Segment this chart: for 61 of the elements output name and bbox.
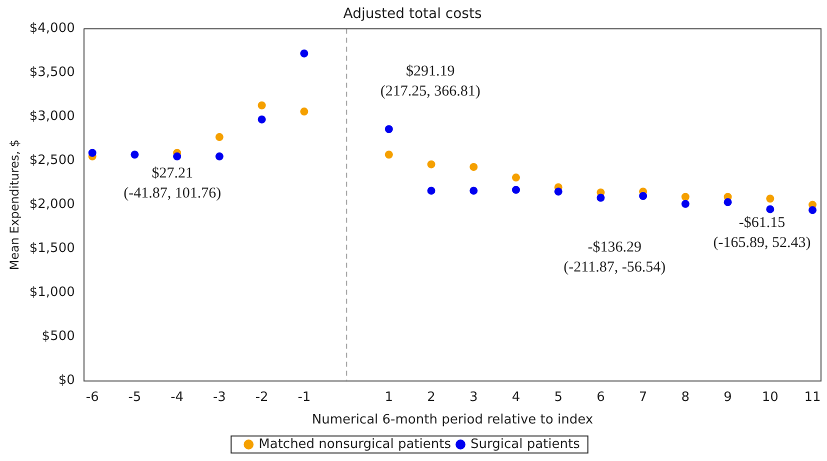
y-tick-label: $0	[58, 373, 75, 388]
legend-label: Matched nonsurgical patients	[258, 436, 452, 452]
x-axis-title: Numerical 6-month period relative to index	[312, 412, 594, 428]
point	[258, 115, 266, 124]
point	[808, 206, 817, 214]
x-tick-label: 10	[762, 390, 778, 405]
point	[88, 148, 96, 157]
x-tick-label: 2	[427, 390, 436, 405]
x-tick-label: 6	[596, 390, 605, 405]
point	[596, 194, 605, 202]
x-tick-label: -5	[128, 390, 142, 405]
y-tick-label: $2,500	[29, 153, 75, 168]
x-tick-label: 9	[724, 390, 732, 405]
y-tick-label: $1,000	[29, 285, 75, 300]
point	[681, 200, 690, 208]
point	[554, 188, 562, 196]
point	[130, 150, 139, 159]
point	[512, 174, 520, 182]
x-tick-label: 1	[384, 390, 394, 405]
point	[384, 150, 393, 159]
y-tick-label: $3,500	[29, 65, 75, 80]
x-tick-label: -2	[255, 390, 268, 405]
x-tick-label: 11	[804, 390, 821, 405]
point	[724, 198, 732, 206]
annotation: -$136.29 (-211.87, -56.54)	[564, 240, 666, 276]
annotation: -$61.15 (-165.89, 52.43)	[713, 214, 811, 251]
x-tick-label: -3	[212, 390, 226, 405]
point	[258, 101, 266, 110]
y-tick-label: $3,000	[29, 109, 75, 124]
point	[215, 152, 224, 160]
y-tick-label: $1,500	[29, 241, 75, 256]
legend-label: Surgical patients	[470, 436, 580, 452]
point	[470, 162, 478, 171]
point	[300, 108, 308, 116]
point	[512, 186, 520, 194]
x-tick-label: -1	[298, 390, 311, 405]
point	[639, 192, 648, 200]
x-tick-label: -4	[170, 390, 184, 405]
y-tick-label: $2,000	[29, 197, 75, 212]
chart-title: Adjusted total costs	[343, 6, 482, 22]
annotation: $27.21 (-41.87, 101.76)	[124, 166, 222, 202]
annotation: $291.19 (217.25, 366.81)	[380, 64, 480, 100]
point	[427, 186, 436, 195]
x-tick-label: 5	[554, 390, 562, 405]
x-tick-label: 7	[638, 390, 648, 405]
x-tick-label: -6	[86, 390, 99, 405]
point	[215, 133, 224, 142]
point	[681, 192, 690, 201]
point	[384, 125, 393, 134]
x-tick-label: 3	[469, 390, 478, 405]
y-tick-label: $500	[42, 329, 75, 344]
x-tick-label: 4	[512, 390, 520, 405]
x-tick-label: 8	[681, 390, 690, 405]
point	[470, 186, 478, 195]
point	[766, 205, 774, 214]
y-tick-label: $4,000	[29, 21, 75, 36]
y-axis-title: Mean Expenditures, $	[7, 139, 22, 270]
point	[766, 194, 774, 203]
point	[300, 49, 308, 58]
point	[173, 152, 182, 160]
point	[427, 160, 436, 168]
